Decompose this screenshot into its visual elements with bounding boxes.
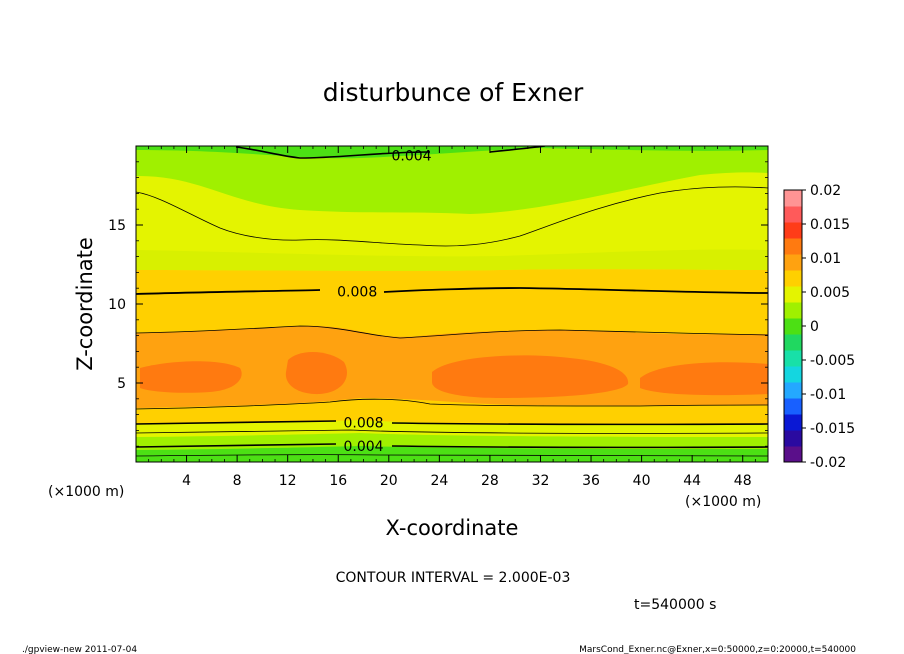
x-unit-right: (×1000 m) xyxy=(685,494,761,510)
colorbar-segment xyxy=(784,414,802,431)
contour-label-1: 0.008 xyxy=(337,284,377,300)
contour-band-8 xyxy=(136,446,768,462)
contour-band-light xyxy=(136,249,768,271)
contour-line-0004-lower xyxy=(136,443,768,449)
x-tick-label: 44 xyxy=(683,473,701,489)
y-axis-label: Z-coordinate xyxy=(73,237,97,371)
colorbar-segment xyxy=(784,366,802,383)
contour-labels: 0.004 0.008 0.008 0.004 xyxy=(337,148,432,455)
colorbar-segment xyxy=(784,222,802,239)
colorbar-segment xyxy=(784,254,802,271)
colorbar-segment xyxy=(784,286,802,303)
colorbar-tick-label: 0 xyxy=(810,319,819,335)
colorbar xyxy=(783,189,803,463)
colorbar-tick-label: -0.005 xyxy=(810,353,855,369)
colorbar-ticks: 0.02 0.015 0.01 0.005 0 -0.005 -0.01 -0.015 -0.0… xyxy=(802,183,855,471)
y-axis: 5 10 15 xyxy=(108,161,768,447)
x-tick-label: 48 xyxy=(734,473,752,489)
contour-maxima xyxy=(140,351,768,398)
x-tick-label: 12 xyxy=(279,473,297,489)
colorbar-segment xyxy=(784,302,802,319)
x-axis: 4 8 12 16 20 24 28 32 36 40 44 48 xyxy=(148,146,756,489)
x-tick-label: 8 xyxy=(233,473,242,489)
x-tick-label: 40 xyxy=(633,473,651,489)
colorbar-segment xyxy=(784,446,802,463)
x-tick-label: 28 xyxy=(481,473,499,489)
colorbar-segment xyxy=(784,350,802,367)
y-tick-label: 5 xyxy=(117,376,126,392)
footer-left: ./gpview-new 2011-07-04 xyxy=(22,645,137,654)
contour-line-0008-lower xyxy=(136,420,768,426)
chart-title: disturbunce of Exner xyxy=(323,78,584,107)
contour-lines xyxy=(136,146,768,457)
colorbar-segment xyxy=(784,318,802,335)
colorbar-tick-label: 0.02 xyxy=(810,183,841,199)
y-tick-label: 15 xyxy=(108,218,126,234)
footer-right: MarsCond_Exner.nc@Exner,x=0:50000,z=0:20… xyxy=(579,645,856,654)
contour-plot-area xyxy=(136,146,768,462)
maximum-region-0 xyxy=(140,361,242,393)
maximum-region-2 xyxy=(432,355,629,398)
contour-interval-note: CONTOUR INTERVAL = 2.000E-03 xyxy=(336,570,571,586)
colorbar-segment xyxy=(784,334,802,351)
maximum-region-3 xyxy=(640,362,768,396)
colorbar-tick-label: 0.01 xyxy=(810,251,841,267)
x-axis-label: X-coordinate xyxy=(386,516,519,540)
colorbar-segment xyxy=(784,190,802,207)
contour-band-top xyxy=(136,146,768,159)
contour-line-0008-upper xyxy=(136,287,768,295)
colorbar-segment xyxy=(784,206,802,223)
x-tick-label: 24 xyxy=(430,473,448,489)
colorbar-tick-label: -0.01 xyxy=(810,387,846,403)
colorbar-segment xyxy=(784,430,802,447)
colorbar-tick-label: 0.015 xyxy=(810,217,850,233)
x-tick-label: 32 xyxy=(532,473,550,489)
colorbar-segment xyxy=(784,398,802,415)
colorbar-segment xyxy=(784,238,802,255)
colorbar-tick-label: -0.02 xyxy=(810,455,846,471)
x-tick-label: 20 xyxy=(380,473,398,489)
contour-label-3: 0.004 xyxy=(343,439,383,455)
x-tick-label: 4 xyxy=(182,473,191,489)
x-unit-left: (×1000 m) xyxy=(48,484,124,500)
contour-line-0006-lower xyxy=(136,429,768,434)
contour-line-0002-lower xyxy=(136,454,768,457)
colorbar-tick-label: 0.005 xyxy=(810,285,850,301)
colorbar-tick-label: -0.015 xyxy=(810,421,855,437)
contour-label-0: 0.004 xyxy=(392,148,432,164)
time-stamp: t=540000 s xyxy=(634,597,716,613)
x-tick-label: 16 xyxy=(329,473,347,489)
maximum-region-1 xyxy=(285,351,347,395)
contour-line-0004-top xyxy=(235,146,546,159)
x-tick-label: 36 xyxy=(582,473,600,489)
filled-contour-bands xyxy=(136,146,768,462)
contour-label-2: 0.008 xyxy=(343,416,383,432)
colorbar-segment xyxy=(784,382,802,399)
contour-line-0010-upper xyxy=(136,325,768,339)
colorbar-segment xyxy=(784,270,802,287)
y-tick-label: 10 xyxy=(108,297,126,313)
contour-line-0006-upper xyxy=(136,186,768,247)
contour-line-0010-lower xyxy=(136,398,768,410)
